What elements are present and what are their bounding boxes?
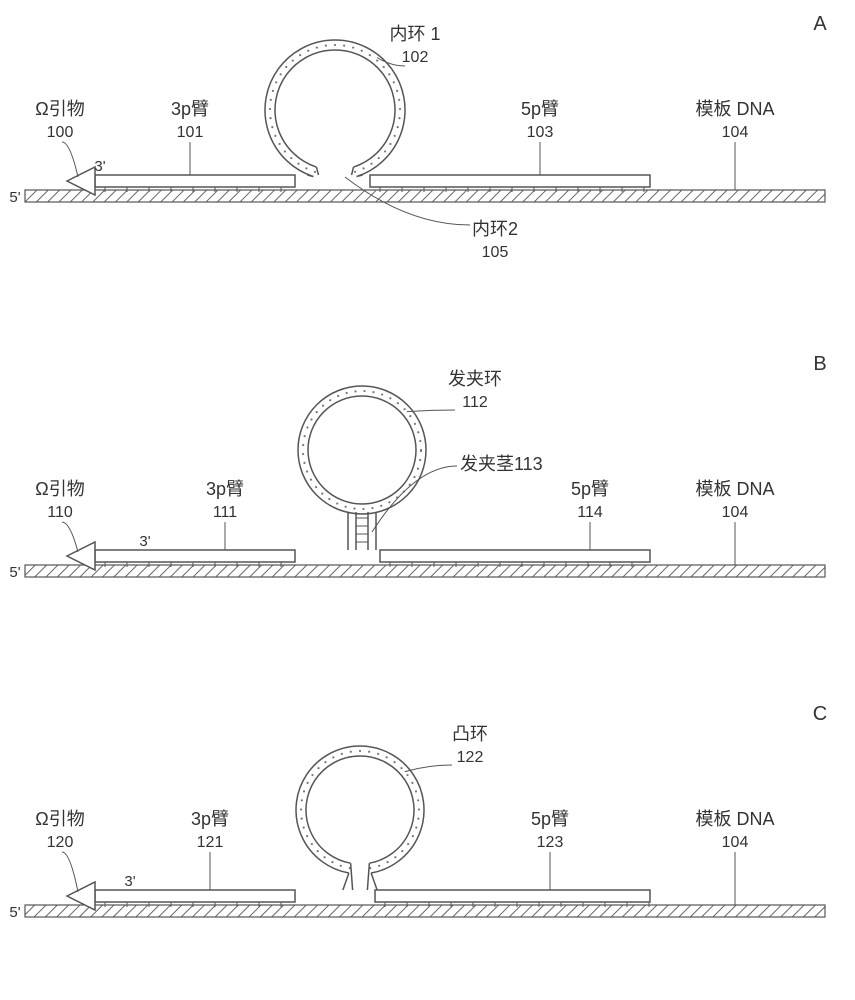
bulge-label: 凸环 <box>452 724 488 744</box>
panel-letter-c: C <box>813 703 827 725</box>
arm5p-num-a: 103 <box>527 124 554 141</box>
leader-omega-c <box>62 852 78 892</box>
arm3p-num-c: 121 <box>197 834 224 851</box>
prime5-a: 5' <box>9 189 20 206</box>
hairpin-loop-label: 发夹环 <box>448 369 502 389</box>
omega-label-b: Ω引物 <box>35 479 84 499</box>
arm-5p-b <box>380 550 650 562</box>
hairpin-b <box>298 386 426 550</box>
prime3-b: 3' <box>139 533 150 550</box>
loop2-label: 内环2 <box>472 219 518 239</box>
arm3p-label-c: 3p臂 <box>191 809 229 829</box>
leader-omega-a <box>62 142 78 177</box>
template-label-b: 模板 DNA <box>695 479 774 499</box>
template-dna-a <box>25 190 825 202</box>
arm-5p-c <box>375 890 650 902</box>
omega-label-a: Ω引物 <box>35 99 84 119</box>
omega-num-b: 110 <box>47 504 73 521</box>
leader-hairpin-loop <box>407 410 455 412</box>
leader-omega-b <box>62 522 78 552</box>
arm-3p-a <box>95 175 295 187</box>
panel-letter-a: A <box>813 13 827 35</box>
omega-label-c: Ω引物 <box>35 809 84 829</box>
arm5p-num-b: 114 <box>577 504 603 521</box>
prime3-a: 3' <box>94 158 105 175</box>
inner-loop-a <box>265 40 405 177</box>
arm3p-label-b: 3p臂 <box>206 479 244 499</box>
arm3p-label-a: 3p臂 <box>171 99 209 119</box>
arm-5p-a <box>370 175 650 187</box>
hairpin-stem-label: 发夹茎113 <box>460 454 543 474</box>
arm5p-label-a: 5p臂 <box>521 99 559 119</box>
template-num-a: 104 <box>722 124 749 141</box>
hairpin-loop-num: 112 <box>462 394 488 411</box>
arm3p-num-a: 101 <box>177 124 204 141</box>
template-label-c: 模板 DNA <box>695 809 774 829</box>
arm-3p-c <box>95 890 295 902</box>
arm5p-num-c: 123 <box>537 834 564 851</box>
arm5p-label-b: 5p臂 <box>571 479 609 499</box>
template-dna-c <box>25 905 825 917</box>
bulge-num: 122 <box>457 749 484 766</box>
loop2-num: 105 <box>482 244 509 261</box>
template-num-c: 104 <box>722 834 749 851</box>
loop1-num: 102 <box>402 49 429 66</box>
omega-num-a: 100 <box>47 124 74 141</box>
template-num-b: 104 <box>722 504 749 521</box>
loop1-label: 内环 1 <box>389 24 440 44</box>
template-dna-b <box>25 565 825 577</box>
leader-bulge <box>405 765 452 772</box>
prime5-b: 5' <box>9 564 20 581</box>
prime3-c: 3' <box>124 873 135 890</box>
arm5p-label-c: 5p臂 <box>531 809 569 829</box>
omega-num-c: 120 <box>47 834 74 851</box>
panel-letter-b: B <box>813 353 826 375</box>
arm-3p-b <box>95 550 295 562</box>
bulge-loop-c <box>296 746 424 890</box>
template-label-a: 模板 DNA <box>695 99 774 119</box>
prime5-c: 5' <box>9 904 20 921</box>
arm3p-num-b: 111 <box>213 504 237 521</box>
